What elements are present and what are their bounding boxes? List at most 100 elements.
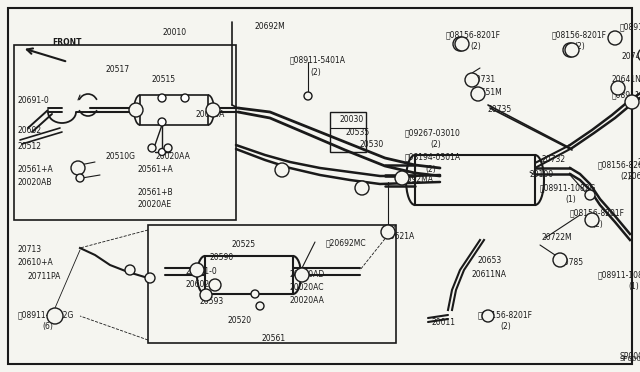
Text: ⓝ08911-1082G: ⓝ08911-1082G xyxy=(598,270,640,279)
Circle shape xyxy=(453,37,467,51)
Text: 20602: 20602 xyxy=(186,280,210,289)
Text: 20713: 20713 xyxy=(18,245,42,254)
Text: Ⓜ20692MC: Ⓜ20692MC xyxy=(326,238,367,247)
Circle shape xyxy=(71,161,85,175)
Text: SP0000B: SP0000B xyxy=(620,352,640,361)
Text: (1): (1) xyxy=(565,195,576,204)
Text: 20020AC: 20020AC xyxy=(290,283,324,292)
Text: (2): (2) xyxy=(620,172,631,181)
Circle shape xyxy=(563,43,577,57)
Circle shape xyxy=(125,265,135,275)
Text: 20593: 20593 xyxy=(200,297,224,306)
Text: 20602: 20602 xyxy=(18,126,42,135)
Text: 20510G: 20510G xyxy=(105,152,135,161)
Text: 20653: 20653 xyxy=(478,256,502,265)
Circle shape xyxy=(129,103,143,117)
Circle shape xyxy=(148,144,156,152)
Text: 20512: 20512 xyxy=(18,142,42,151)
Text: ⓝ08911-1082G: ⓝ08911-1082G xyxy=(540,183,596,192)
Circle shape xyxy=(181,94,189,102)
Circle shape xyxy=(200,289,212,301)
Circle shape xyxy=(585,190,595,200)
Text: 20535: 20535 xyxy=(346,128,371,137)
Text: 20731: 20731 xyxy=(472,75,496,84)
Text: 20517: 20517 xyxy=(105,65,129,74)
Text: 20733: 20733 xyxy=(638,158,640,167)
Text: 20610+A: 20610+A xyxy=(18,258,54,267)
Circle shape xyxy=(304,92,312,100)
Text: 20520: 20520 xyxy=(228,316,252,325)
Circle shape xyxy=(638,48,640,62)
Text: 20691-0: 20691-0 xyxy=(18,96,50,105)
Circle shape xyxy=(455,37,469,51)
Text: 20732: 20732 xyxy=(542,155,566,164)
Text: (2): (2) xyxy=(425,165,436,174)
Text: 20641NA: 20641NA xyxy=(612,75,640,84)
Circle shape xyxy=(608,31,622,45)
Text: 20711PA: 20711PA xyxy=(28,272,61,281)
Circle shape xyxy=(553,253,567,267)
Text: ⓝ08911-1082G: ⓝ08911-1082G xyxy=(612,90,640,99)
Text: Ⓜ09267-03010: Ⓜ09267-03010 xyxy=(405,128,461,137)
Text: SP0000B: SP0000B xyxy=(620,356,640,362)
Text: ⓝ08911-5401A: ⓝ08911-5401A xyxy=(290,55,346,64)
Circle shape xyxy=(145,273,155,283)
Bar xyxy=(14,45,236,220)
Circle shape xyxy=(190,263,204,277)
Text: 20561+A: 20561+A xyxy=(138,165,173,174)
Circle shape xyxy=(381,225,395,239)
Text: (1): (1) xyxy=(628,282,639,291)
Circle shape xyxy=(209,279,221,291)
Text: ⓝ08911-1082G: ⓝ08911-1082G xyxy=(18,310,74,319)
Bar xyxy=(205,256,293,294)
Text: 20100: 20100 xyxy=(530,170,554,179)
Text: 20692MA: 20692MA xyxy=(397,175,433,184)
Text: FRONT: FRONT xyxy=(52,38,81,47)
Text: ⒲08194-0301A: ⒲08194-0301A xyxy=(405,152,461,161)
Text: (2): (2) xyxy=(574,42,585,51)
Text: 20020AA: 20020AA xyxy=(156,152,191,161)
Bar xyxy=(148,225,396,343)
Text: 20611NA: 20611NA xyxy=(472,270,507,279)
Text: 20525: 20525 xyxy=(232,240,256,249)
Text: 20020AE: 20020AE xyxy=(138,200,172,209)
Text: 20515: 20515 xyxy=(152,75,176,84)
Text: 20691-0: 20691-0 xyxy=(186,267,218,276)
Text: 20030: 20030 xyxy=(340,115,364,124)
Circle shape xyxy=(76,174,84,182)
Bar xyxy=(140,95,208,125)
Text: (2): (2) xyxy=(310,68,321,77)
Text: (2): (2) xyxy=(592,220,603,229)
Text: 20735: 20735 xyxy=(487,105,511,114)
Circle shape xyxy=(158,118,166,126)
Text: ⒲08156-8201F: ⒲08156-8201F xyxy=(598,160,640,169)
Circle shape xyxy=(164,144,172,152)
Bar xyxy=(415,155,535,205)
Circle shape xyxy=(611,81,625,95)
Text: 20020AD: 20020AD xyxy=(290,270,325,279)
Circle shape xyxy=(251,290,259,298)
Text: 20561+A: 20561+A xyxy=(18,165,54,174)
Circle shape xyxy=(206,103,220,117)
Text: ⒲08156-8201F: ⒲08156-8201F xyxy=(446,30,501,39)
Text: (6): (6) xyxy=(42,322,53,331)
Text: 20590: 20590 xyxy=(210,253,234,262)
Text: 20011: 20011 xyxy=(432,318,456,327)
Circle shape xyxy=(482,310,494,322)
Text: ⒲08156-8201F: ⒲08156-8201F xyxy=(478,310,533,319)
Circle shape xyxy=(158,94,166,102)
Text: 20722M: 20722M xyxy=(542,233,573,242)
Text: 20621A: 20621A xyxy=(385,232,414,241)
Circle shape xyxy=(256,302,264,310)
Circle shape xyxy=(275,163,289,177)
Text: 20692M: 20692M xyxy=(255,22,285,31)
Text: ⒲08156-8201F: ⒲08156-8201F xyxy=(552,30,607,39)
Text: ⓝ08911-1082G: ⓝ08911-1082G xyxy=(620,22,640,31)
Circle shape xyxy=(465,73,479,87)
Text: 20741: 20741 xyxy=(622,52,640,61)
Text: 20020AA: 20020AA xyxy=(290,296,325,305)
Circle shape xyxy=(565,43,579,57)
Text: 20020A: 20020A xyxy=(196,110,225,119)
Circle shape xyxy=(471,87,485,101)
Text: 20561+B: 20561+B xyxy=(138,188,173,197)
